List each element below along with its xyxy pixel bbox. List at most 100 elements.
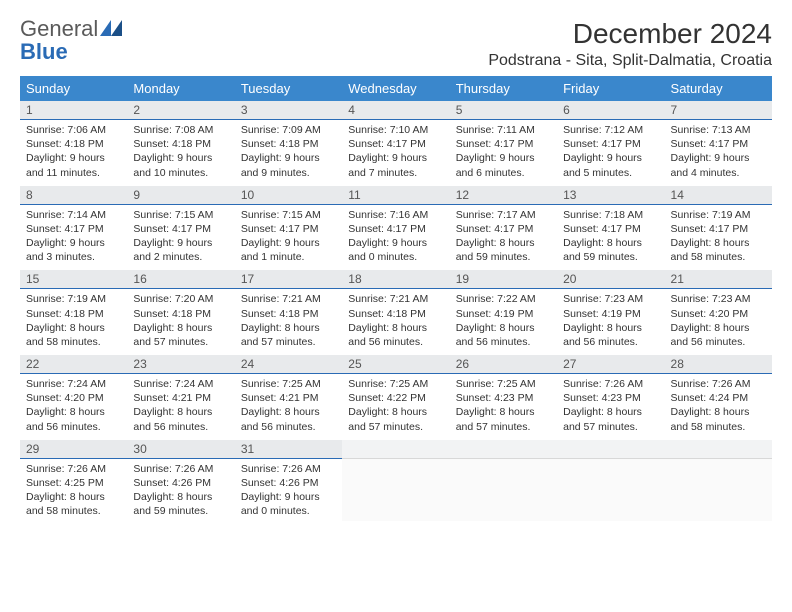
day-line-sunset: Sunset: 4:19 PM [563,307,658,321]
day-line-sunset: Sunset: 4:18 PM [241,137,336,151]
day-number: 4 [342,101,449,120]
day-cell: 3Sunrise: 7:09 AMSunset: 4:18 PMDaylight… [235,101,342,186]
day-cell: 9Sunrise: 7:15 AMSunset: 4:17 PMDaylight… [127,186,234,271]
day-line-sunrise: Sunrise: 7:25 AM [241,377,336,391]
day-line-sunrise: Sunrise: 7:24 AM [133,377,228,391]
day-cell: 14Sunrise: 7:19 AMSunset: 4:17 PMDayligh… [665,186,772,271]
week-row: 15Sunrise: 7:19 AMSunset: 4:18 PMDayligh… [20,270,772,355]
day-line-day2: and 9 minutes. [241,166,336,180]
day-content: Sunrise: 7:14 AMSunset: 4:17 PMDaylight:… [20,205,127,271]
day-number: 25 [342,355,449,374]
day-number: 26 [450,355,557,374]
day-number: 18 [342,270,449,289]
day-number: 23 [127,355,234,374]
day-line-day2: and 57 minutes. [456,420,551,434]
day-line-day2: and 56 minutes. [241,420,336,434]
day-line-day2: and 10 minutes. [133,166,228,180]
day-line-day2: and 5 minutes. [563,166,658,180]
day-line-sunset: Sunset: 4:17 PM [348,137,443,151]
day-line-sunrise: Sunrise: 7:26 AM [133,462,228,476]
day-cell: 10Sunrise: 7:15 AMSunset: 4:17 PMDayligh… [235,186,342,271]
day-line-sunset: Sunset: 4:24 PM [671,391,766,405]
day-line-sunrise: Sunrise: 7:19 AM [671,208,766,222]
day-number: 20 [557,270,664,289]
day-line-day2: and 56 minutes. [456,335,551,349]
day-line-day1: Daylight: 8 hours [241,405,336,419]
day-line-day2: and 57 minutes. [563,420,658,434]
day-cell [342,440,449,525]
day-cell: 20Sunrise: 7:23 AMSunset: 4:19 PMDayligh… [557,270,664,355]
day-line-day2: and 57 minutes. [241,335,336,349]
day-line-sunrise: Sunrise: 7:26 AM [671,377,766,391]
day-line-sunset: Sunset: 4:17 PM [26,222,121,236]
day-line-sunrise: Sunrise: 7:10 AM [348,123,443,137]
calendar-table: Sunday Monday Tuesday Wednesday Thursday… [20,76,772,524]
day-line-day2: and 59 minutes. [563,250,658,264]
day-number: 16 [127,270,234,289]
day-content-empty [342,459,449,521]
day-line-sunset: Sunset: 4:25 PM [26,476,121,490]
day-line-day1: Daylight: 9 hours [133,236,228,250]
day-number: 8 [20,186,127,205]
day-number: 14 [665,186,772,205]
day-line-day2: and 2 minutes. [133,250,228,264]
day-cell: 5Sunrise: 7:11 AMSunset: 4:17 PMDaylight… [450,101,557,186]
logo: General Blue [20,18,122,64]
day-line-sunrise: Sunrise: 7:08 AM [133,123,228,137]
day-line-sunset: Sunset: 4:18 PM [133,137,228,151]
day-content: Sunrise: 7:12 AMSunset: 4:17 PMDaylight:… [557,120,664,186]
day-line-sunset: Sunset: 4:17 PM [671,137,766,151]
day-line-day2: and 7 minutes. [348,166,443,180]
day-line-day1: Daylight: 8 hours [671,405,766,419]
day-line-day1: Daylight: 8 hours [671,321,766,335]
day-line-day1: Daylight: 8 hours [456,236,551,250]
day-header-tue: Tuesday [235,76,342,101]
day-content: Sunrise: 7:17 AMSunset: 4:17 PMDaylight:… [450,205,557,271]
location-subtitle: Podstrana - Sita, Split-Dalmatia, Croati… [488,52,772,70]
day-cell: 29Sunrise: 7:26 AMSunset: 4:25 PMDayligh… [20,440,127,525]
day-line-sunset: Sunset: 4:18 PM [241,307,336,321]
day-line-sunset: Sunset: 4:18 PM [348,307,443,321]
day-content: Sunrise: 7:19 AMSunset: 4:18 PMDaylight:… [20,289,127,355]
day-number: 11 [342,186,449,205]
day-content: Sunrise: 7:23 AMSunset: 4:19 PMDaylight:… [557,289,664,355]
day-header-thu: Thursday [450,76,557,101]
day-number: 3 [235,101,342,120]
day-line-day2: and 56 minutes. [26,420,121,434]
day-cell: 22Sunrise: 7:24 AMSunset: 4:20 PMDayligh… [20,355,127,440]
day-line-day1: Daylight: 8 hours [563,321,658,335]
day-cell: 16Sunrise: 7:20 AMSunset: 4:18 PMDayligh… [127,270,234,355]
week-row: 8Sunrise: 7:14 AMSunset: 4:17 PMDaylight… [20,186,772,271]
logo-text-blue: Blue [20,39,68,64]
day-line-sunrise: Sunrise: 7:21 AM [241,292,336,306]
day-line-sunrise: Sunrise: 7:15 AM [133,208,228,222]
day-line-day2: and 57 minutes. [133,335,228,349]
day-number: 19 [450,270,557,289]
day-cell: 25Sunrise: 7:25 AMSunset: 4:22 PMDayligh… [342,355,449,440]
day-cell: 18Sunrise: 7:21 AMSunset: 4:18 PMDayligh… [342,270,449,355]
day-line-day2: and 11 minutes. [26,166,121,180]
day-line-sunrise: Sunrise: 7:14 AM [26,208,121,222]
week-row: 29Sunrise: 7:26 AMSunset: 4:25 PMDayligh… [20,440,772,525]
day-number: 30 [127,440,234,459]
day-content: Sunrise: 7:11 AMSunset: 4:17 PMDaylight:… [450,120,557,186]
day-line-day1: Daylight: 8 hours [348,321,443,335]
day-number: 28 [665,355,772,374]
day-content: Sunrise: 7:26 AMSunset: 4:25 PMDaylight:… [20,459,127,525]
week-row: 1Sunrise: 7:06 AMSunset: 4:18 PMDaylight… [20,101,772,186]
logo-text-general: General [20,16,98,41]
month-title: December 2024 [488,18,772,50]
day-header-row: Sunday Monday Tuesday Wednesday Thursday… [20,76,772,101]
day-content: Sunrise: 7:15 AMSunset: 4:17 PMDaylight:… [127,205,234,271]
day-line-day1: Daylight: 8 hours [456,405,551,419]
day-number: 24 [235,355,342,374]
day-line-day1: Daylight: 9 hours [26,151,121,165]
day-cell: 4Sunrise: 7:10 AMSunset: 4:17 PMDaylight… [342,101,449,186]
day-content: Sunrise: 7:26 AMSunset: 4:24 PMDaylight:… [665,374,772,440]
day-number: 7 [665,101,772,120]
day-line-sunrise: Sunrise: 7:24 AM [26,377,121,391]
day-header-wed: Wednesday [342,76,449,101]
day-line-sunset: Sunset: 4:21 PM [241,391,336,405]
day-line-sunset: Sunset: 4:26 PM [241,476,336,490]
day-line-day1: Daylight: 8 hours [133,490,228,504]
